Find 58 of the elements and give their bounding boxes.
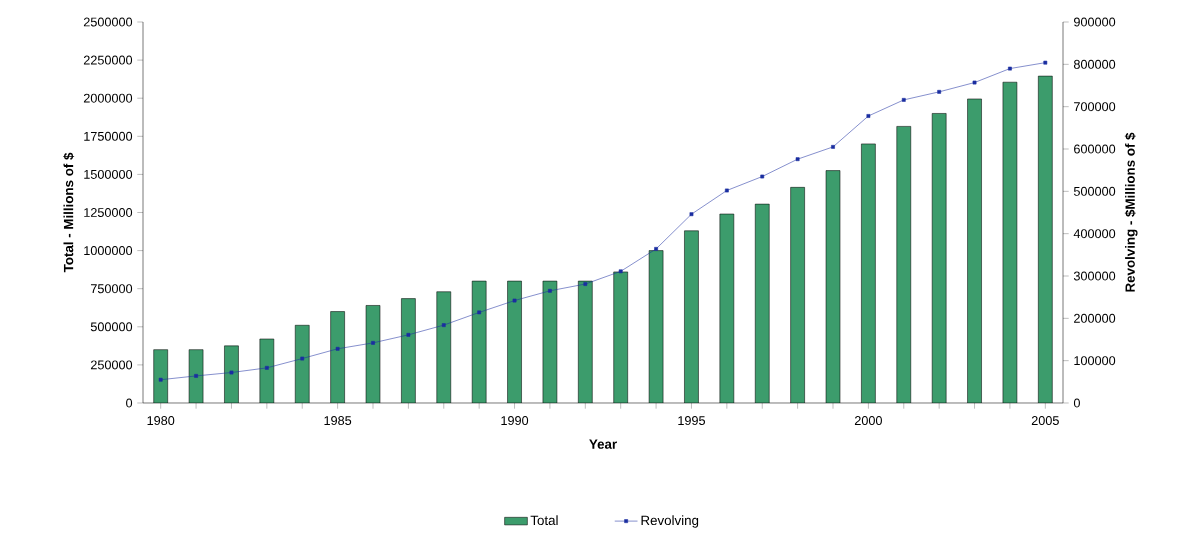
y2-tick-label: 700000: [1074, 102, 1116, 112]
point: [831, 145, 835, 149]
point: [441, 323, 446, 327]
y-tick-label: 500000: [90, 322, 133, 332]
y-tick-label: 0: [126, 398, 133, 408]
y-tick-label: 1250000: [84, 208, 133, 217]
y2-tick-label: 900000: [1074, 17, 1116, 27]
y2-tick-label: 800000: [1073, 59, 1116, 69]
legend-label: Total: [530, 515, 558, 526]
y2-tick-label: 500000: [1073, 186, 1116, 196]
point: [1008, 66, 1012, 71]
point: [158, 377, 163, 382]
point: [300, 356, 305, 361]
point: [194, 374, 198, 378]
y-tick-label: 250000: [90, 360, 133, 370]
point: [724, 188, 729, 193]
point: [512, 298, 517, 303]
y2-tick-label: 100000: [1074, 356, 1116, 366]
y2-tick-label: 0: [1073, 398, 1080, 408]
x-tick-label: 1985: [324, 416, 352, 426]
point: [618, 269, 623, 274]
y-tick-label: 2500000: [83, 17, 133, 27]
point: [972, 80, 977, 85]
point: [335, 346, 340, 351]
x-axis-title: Year: [589, 439, 617, 449]
y-tick-label: 1750000: [84, 131, 133, 141]
y-axis-title: Total - Millions of $: [63, 152, 75, 273]
y2-tick-label: 300000: [1073, 271, 1116, 281]
x-tick-label: 1995: [678, 416, 706, 426]
point: [548, 288, 552, 293]
y-tick-label: 2250000: [83, 55, 133, 65]
y-tick-label: 1000000: [84, 246, 133, 256]
y-tick-label: 2000000: [83, 93, 133, 103]
x-tick-label: 1980: [147, 416, 175, 426]
point: [406, 332, 411, 337]
y2-tick-label: 200000: [1074, 313, 1116, 323]
point: [229, 370, 234, 375]
x-tick-label: 2000: [854, 416, 882, 426]
point: [583, 282, 588, 286]
point: [760, 174, 765, 179]
y-tick-label: 750000: [90, 284, 133, 294]
point: [477, 310, 482, 315]
point: [937, 89, 942, 94]
y2-axis-title: Revolving - $Millions of $: [1124, 132, 1138, 292]
point: [689, 212, 694, 217]
point: [901, 98, 906, 102]
y-tick-label: 1500000: [84, 169, 133, 179]
point: [371, 341, 375, 345]
x-tick-label: 1990: [501, 416, 529, 426]
y2-tick-label: 600000: [1074, 144, 1116, 154]
point: [866, 114, 871, 118]
x-tick-label: 2005: [1031, 416, 1059, 426]
legend-label: Revolving: [641, 515, 699, 528]
point: [1043, 60, 1048, 65]
point: [795, 157, 800, 162]
point: [654, 247, 658, 251]
y2-tick-label: 400000: [1073, 229, 1116, 239]
point: [264, 365, 269, 370]
